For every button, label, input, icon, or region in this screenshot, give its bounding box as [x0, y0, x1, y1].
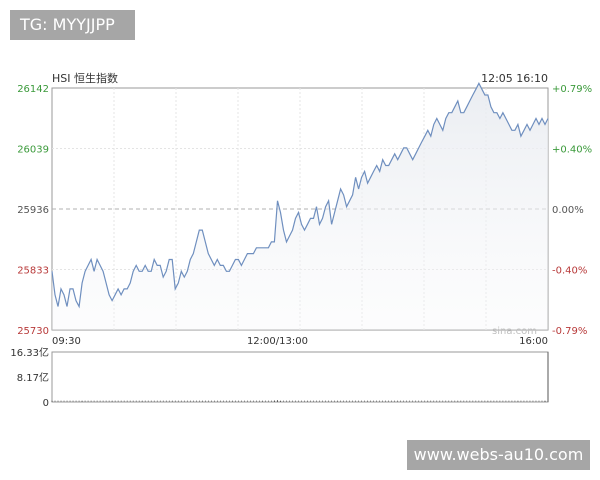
y-tick-label: 25730 — [17, 326, 49, 337]
volume-tick-label: 8.17亿 — [17, 371, 49, 384]
x-tick-label: 09:30 — [52, 336, 81, 347]
source-label: sina.com — [492, 326, 537, 337]
y-tick-label: 26039 — [17, 145, 49, 156]
price-area — [52, 83, 548, 330]
price-line-group — [51, 81, 549, 309]
volume-tick-label: 0 — [43, 398, 49, 409]
y-right-tick-label: -0.79% — [552, 326, 587, 337]
volume-panel: 16.33亿 8.17亿 0 — [10, 346, 549, 409]
y-tick-label: 25833 — [17, 266, 49, 277]
y-right-tick-label: 0.00% — [552, 205, 584, 216]
x-tick-label: 16:00 — [519, 336, 548, 347]
y-right-tick-label: -0.40% — [552, 266, 587, 277]
chart-title: HSI 恒生指数 — [52, 71, 118, 85]
y-right-tick-label: +0.40% — [552, 145, 592, 156]
y-tick-label: 26142 — [17, 84, 49, 95]
volume-tick-label: 16.33亿 — [10, 346, 49, 359]
volume-frame — [51, 351, 549, 403]
price-line — [51, 81, 549, 309]
price-area-fill — [52, 83, 548, 330]
watermark-url: www.webs-au10.com — [407, 440, 590, 470]
x-tick-label: 12:00/13:00 — [247, 336, 308, 347]
chart-timestamp: 12:05 16:10 — [481, 72, 548, 85]
tg-tag: TG: MYYJJPP — [10, 10, 135, 40]
y-tick-label: 25936 — [17, 205, 49, 216]
y-right-tick-label: +0.79% — [552, 84, 592, 95]
